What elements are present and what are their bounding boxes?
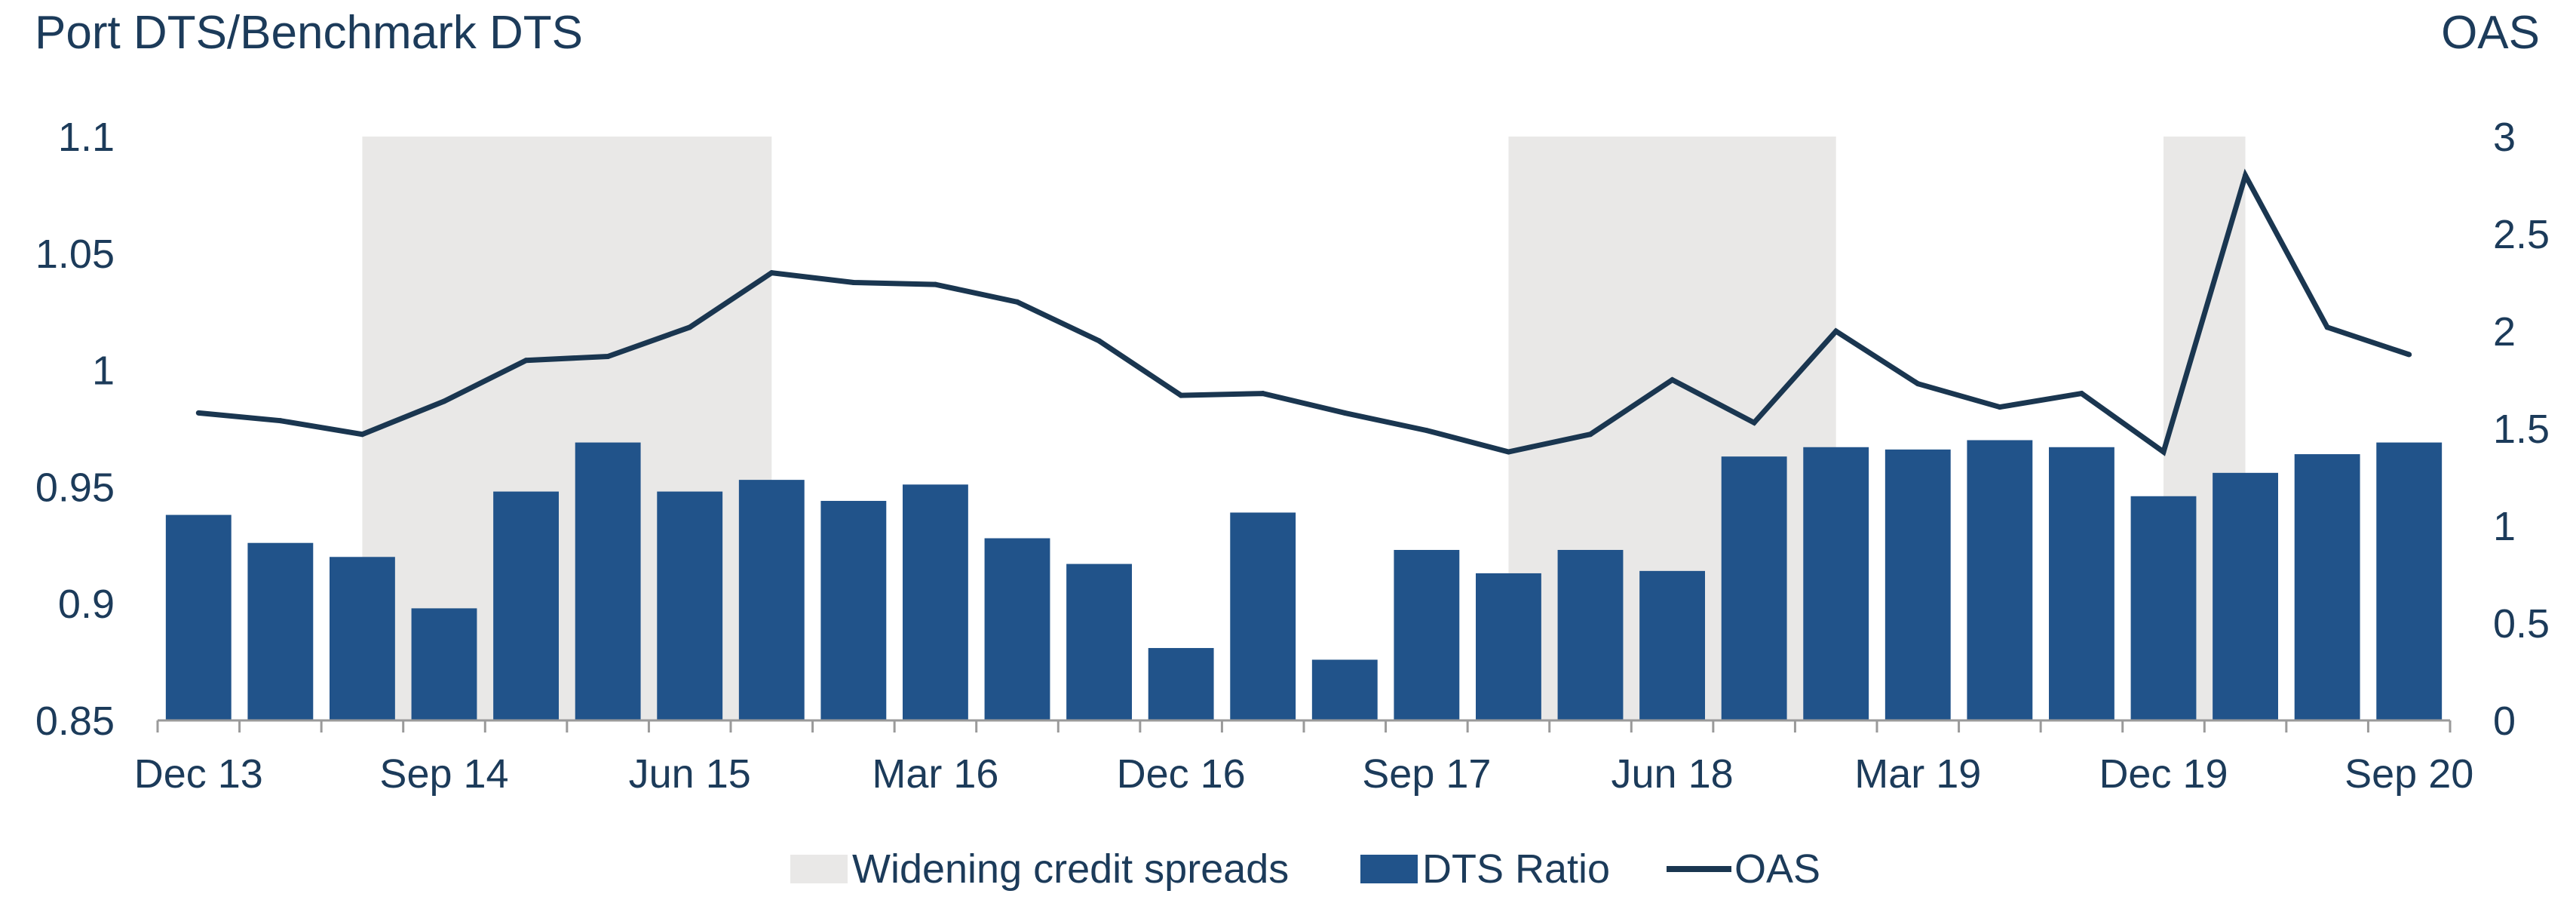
bar-dts-ratio-21 xyxy=(1884,449,1951,720)
x-tick-label-0: Dec 13 xyxy=(134,751,263,797)
oas-point-3 xyxy=(441,398,447,404)
oas-point-21 xyxy=(1915,381,1921,387)
oas-point-23 xyxy=(2078,391,2084,397)
bar-dts-ratio-17 xyxy=(1557,549,1624,720)
bar-dts-ratio-4 xyxy=(493,491,559,720)
y-left-tick-label-5: 1.1 xyxy=(58,115,115,160)
x-tick-label-3: Mar 16 xyxy=(872,751,998,797)
oas-point-22 xyxy=(1997,404,2003,410)
bar-dts-ratio-20 xyxy=(1803,447,1869,720)
oas-point-24 xyxy=(2160,449,2167,455)
y-left-tick-label-0: 0.85 xyxy=(35,699,115,744)
bar-dts-ratio-3 xyxy=(411,608,477,720)
oas-point-11 xyxy=(1096,338,1102,344)
x-tick-label-5: Sep 17 xyxy=(1362,751,1491,797)
oas-point-7 xyxy=(768,270,774,276)
oas-point-18 xyxy=(1670,377,1676,382)
oas-point-14 xyxy=(1342,410,1348,416)
oas-point-15 xyxy=(1424,428,1430,434)
bar-dts-ratio-27 xyxy=(2376,442,2443,720)
bar-dts-ratio-11 xyxy=(1066,564,1132,720)
right-axis-title: OAS xyxy=(2441,7,2540,59)
bar-dts-ratio-23 xyxy=(2049,447,2114,720)
left-axis-title: Port DTS/Benchmark DTS xyxy=(35,7,583,59)
oas-point-19 xyxy=(1751,419,1757,425)
y-left-tick-label-4: 1.05 xyxy=(35,232,115,277)
x-tick-label-6: Jun 18 xyxy=(1612,751,1734,797)
oas-point-27 xyxy=(2406,352,2412,358)
x-tick-label-7: Mar 19 xyxy=(1854,751,1981,797)
oas-point-20 xyxy=(1833,328,1839,334)
bar-dts-ratio-13 xyxy=(1230,512,1296,720)
oas-point-10 xyxy=(1014,299,1020,305)
oas-point-1 xyxy=(278,418,284,424)
legend-label-dts-ratio: DTS Ratio xyxy=(1422,846,1610,892)
legend-swatch-widening-spreads xyxy=(790,855,848,883)
bar-dts-ratio-6 xyxy=(657,491,723,720)
oas-line xyxy=(198,168,2410,456)
bar-dts-ratio-22 xyxy=(1967,440,2033,720)
y-right-tick-label-0: 0 xyxy=(2493,699,2516,744)
bar-dts-ratio-0 xyxy=(165,514,232,720)
y-right-tick-label-6: 3 xyxy=(2493,115,2516,160)
x-tick-label-2: Jun 15 xyxy=(629,751,751,797)
oas-point-16 xyxy=(1505,449,1511,455)
bar-dts-ratio-8 xyxy=(820,500,887,720)
oas-point-4 xyxy=(523,358,529,364)
shaded-regions xyxy=(362,137,2246,720)
oas-point-2 xyxy=(359,432,365,438)
bar-dts-ratio-1 xyxy=(247,542,314,720)
y-left-tick-label-1: 0.9 xyxy=(58,582,115,627)
bar-dts-ratio-18 xyxy=(1639,570,1705,720)
y-right-tick-label-5: 2.5 xyxy=(2493,212,2550,257)
x-tick-label-1: Sep 14 xyxy=(379,751,508,797)
bar-dts-ratio-7 xyxy=(738,480,805,720)
bar-dts-ratio-15 xyxy=(1394,549,1460,720)
oas-point-6 xyxy=(687,324,693,330)
legend: Widening credit spreads DTS Ratio OAS xyxy=(790,846,1820,892)
bar-dts-ratio-5 xyxy=(575,442,641,720)
x-tick-label-4: Dec 16 xyxy=(1117,751,1246,797)
y-right-tick-label-1: 0.5 xyxy=(2493,601,2550,646)
bar-dts-ratio-2 xyxy=(330,557,395,720)
oas-point-9 xyxy=(932,281,938,287)
bar-dts-ratio-10 xyxy=(984,538,1050,720)
bars xyxy=(165,440,2443,720)
legend-label-oas: OAS xyxy=(1734,846,1820,892)
bar-dts-ratio-25 xyxy=(2213,472,2278,720)
axes: Dec 13 Sep 14 Jun 15 Mar 16 Dec 16 Sep 17 Jun … xyxy=(35,115,2550,797)
oas-point-26 xyxy=(2324,324,2330,330)
oas-point-17 xyxy=(1587,432,1593,438)
bar-dts-ratio-12 xyxy=(1148,648,1214,720)
oas-line-layer xyxy=(195,168,2412,456)
y-left-tick-label-2: 0.95 xyxy=(35,465,115,510)
oas-point-13 xyxy=(1260,391,1266,397)
legend-swatch-dts-ratio xyxy=(1360,855,1418,883)
bar-dts-ratio-26 xyxy=(2294,454,2360,720)
x-tick-label-8: Dec 19 xyxy=(2099,751,2228,797)
y-left-tick-label-3: 1 xyxy=(92,349,115,394)
oas-point-0 xyxy=(195,410,201,416)
oas-point-8 xyxy=(851,280,857,285)
bar-dts-ratio-24 xyxy=(2130,496,2197,720)
y-right-tick-label-3: 1.5 xyxy=(2493,407,2550,452)
bar-dts-ratio-19 xyxy=(1721,456,1787,720)
bar-dts-ratio-14 xyxy=(1311,659,1378,720)
oas-point-5 xyxy=(605,354,611,360)
x-tick-label-9: Sep 20 xyxy=(2344,751,2473,797)
bar-dts-ratio-9 xyxy=(903,484,968,720)
y-right-tick-label-4: 2 xyxy=(2493,309,2516,355)
oas-point-12 xyxy=(1178,392,1184,398)
y-right-tick-label-2: 1 xyxy=(2493,504,2516,549)
legend-label-widening-spreads: Widening credit spreads xyxy=(852,846,1289,892)
bar-dts-ratio-16 xyxy=(1476,573,1541,720)
oas-point-25 xyxy=(2243,173,2249,179)
